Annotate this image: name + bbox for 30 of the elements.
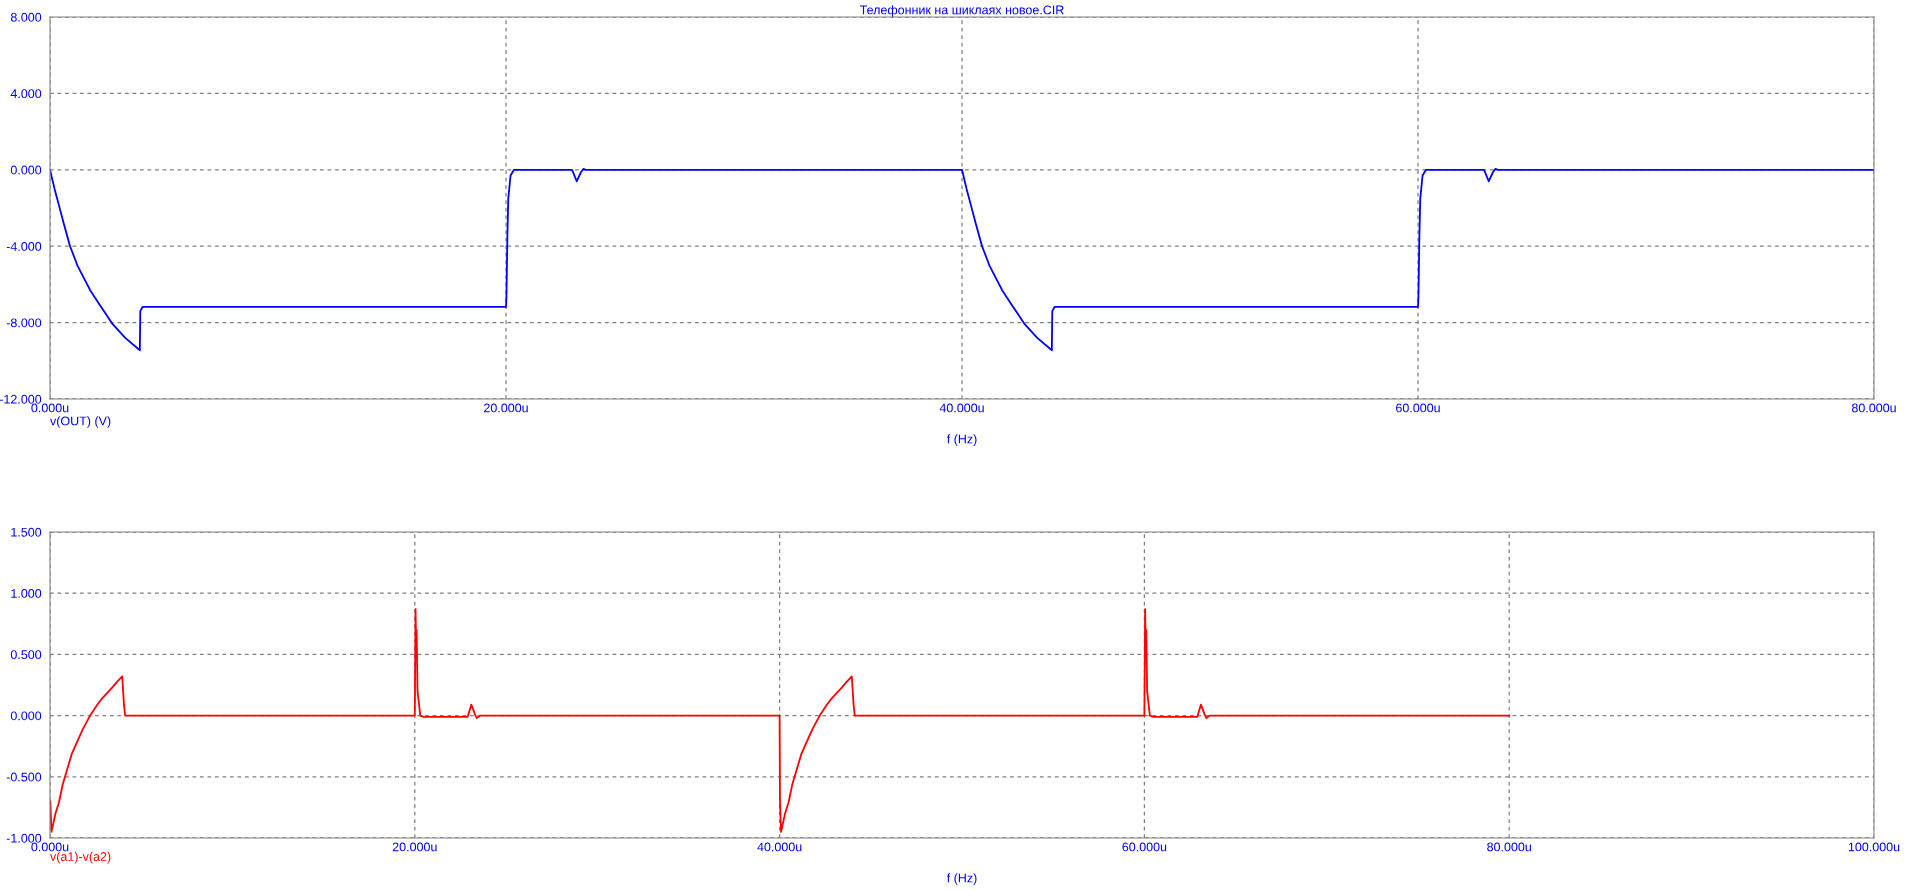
y-tick-label: -8.000	[6, 318, 42, 328]
chart-title: Телефонник на шиклаях новое.CIR	[859, 5, 1064, 17]
x-tick-label: 20.000u	[392, 842, 437, 852]
y-tick-label: 1.000	[11, 589, 42, 598]
text: v(OUT) (V)	[50, 416, 111, 428]
line-series	[50, 167, 1874, 352]
y-tick-label: 1.500	[11, 527, 42, 537]
y-tick-label: 4.000	[10, 89, 42, 99]
y-tick-label: -12.000	[0, 394, 42, 404]
y-tick-label: 0.500	[10, 650, 42, 660]
x-tick-label: 100.000u	[1848, 842, 1900, 852]
x-tick-label: 60.000u	[1396, 403, 1440, 413]
x-tick-label: 80.000u	[1851, 403, 1896, 413]
x-tick-label: 40.000u	[939, 403, 984, 413]
y-tick-label: -4.000	[6, 242, 42, 251]
x-axis-title: f (Hz)	[946, 873, 977, 885]
x-tick-label: 20.000u	[484, 403, 528, 413]
x-tick-label: 60.000u	[1122, 842, 1167, 852]
series-label: v(a1)-v(a2)	[50, 851, 111, 864]
y-tick-label: 0.000	[10, 165, 42, 175]
x-tick-label: 80.000u	[1487, 842, 1531, 852]
y-tick-label: -0.500	[6, 772, 42, 782]
y-tick-label: 0.000	[10, 711, 42, 721]
x-tick-label: 0.000u	[31, 842, 69, 852]
y-tick-label: 8.000	[10, 12, 42, 22]
x-tick-label: 40.000u	[757, 842, 802, 852]
x-tick-label: 0.000u	[31, 403, 69, 413]
x-axis-title: f (Hz)	[946, 434, 977, 446]
line-series	[50, 608, 1511, 833]
y-tick-label: -1.000	[6, 833, 42, 843]
